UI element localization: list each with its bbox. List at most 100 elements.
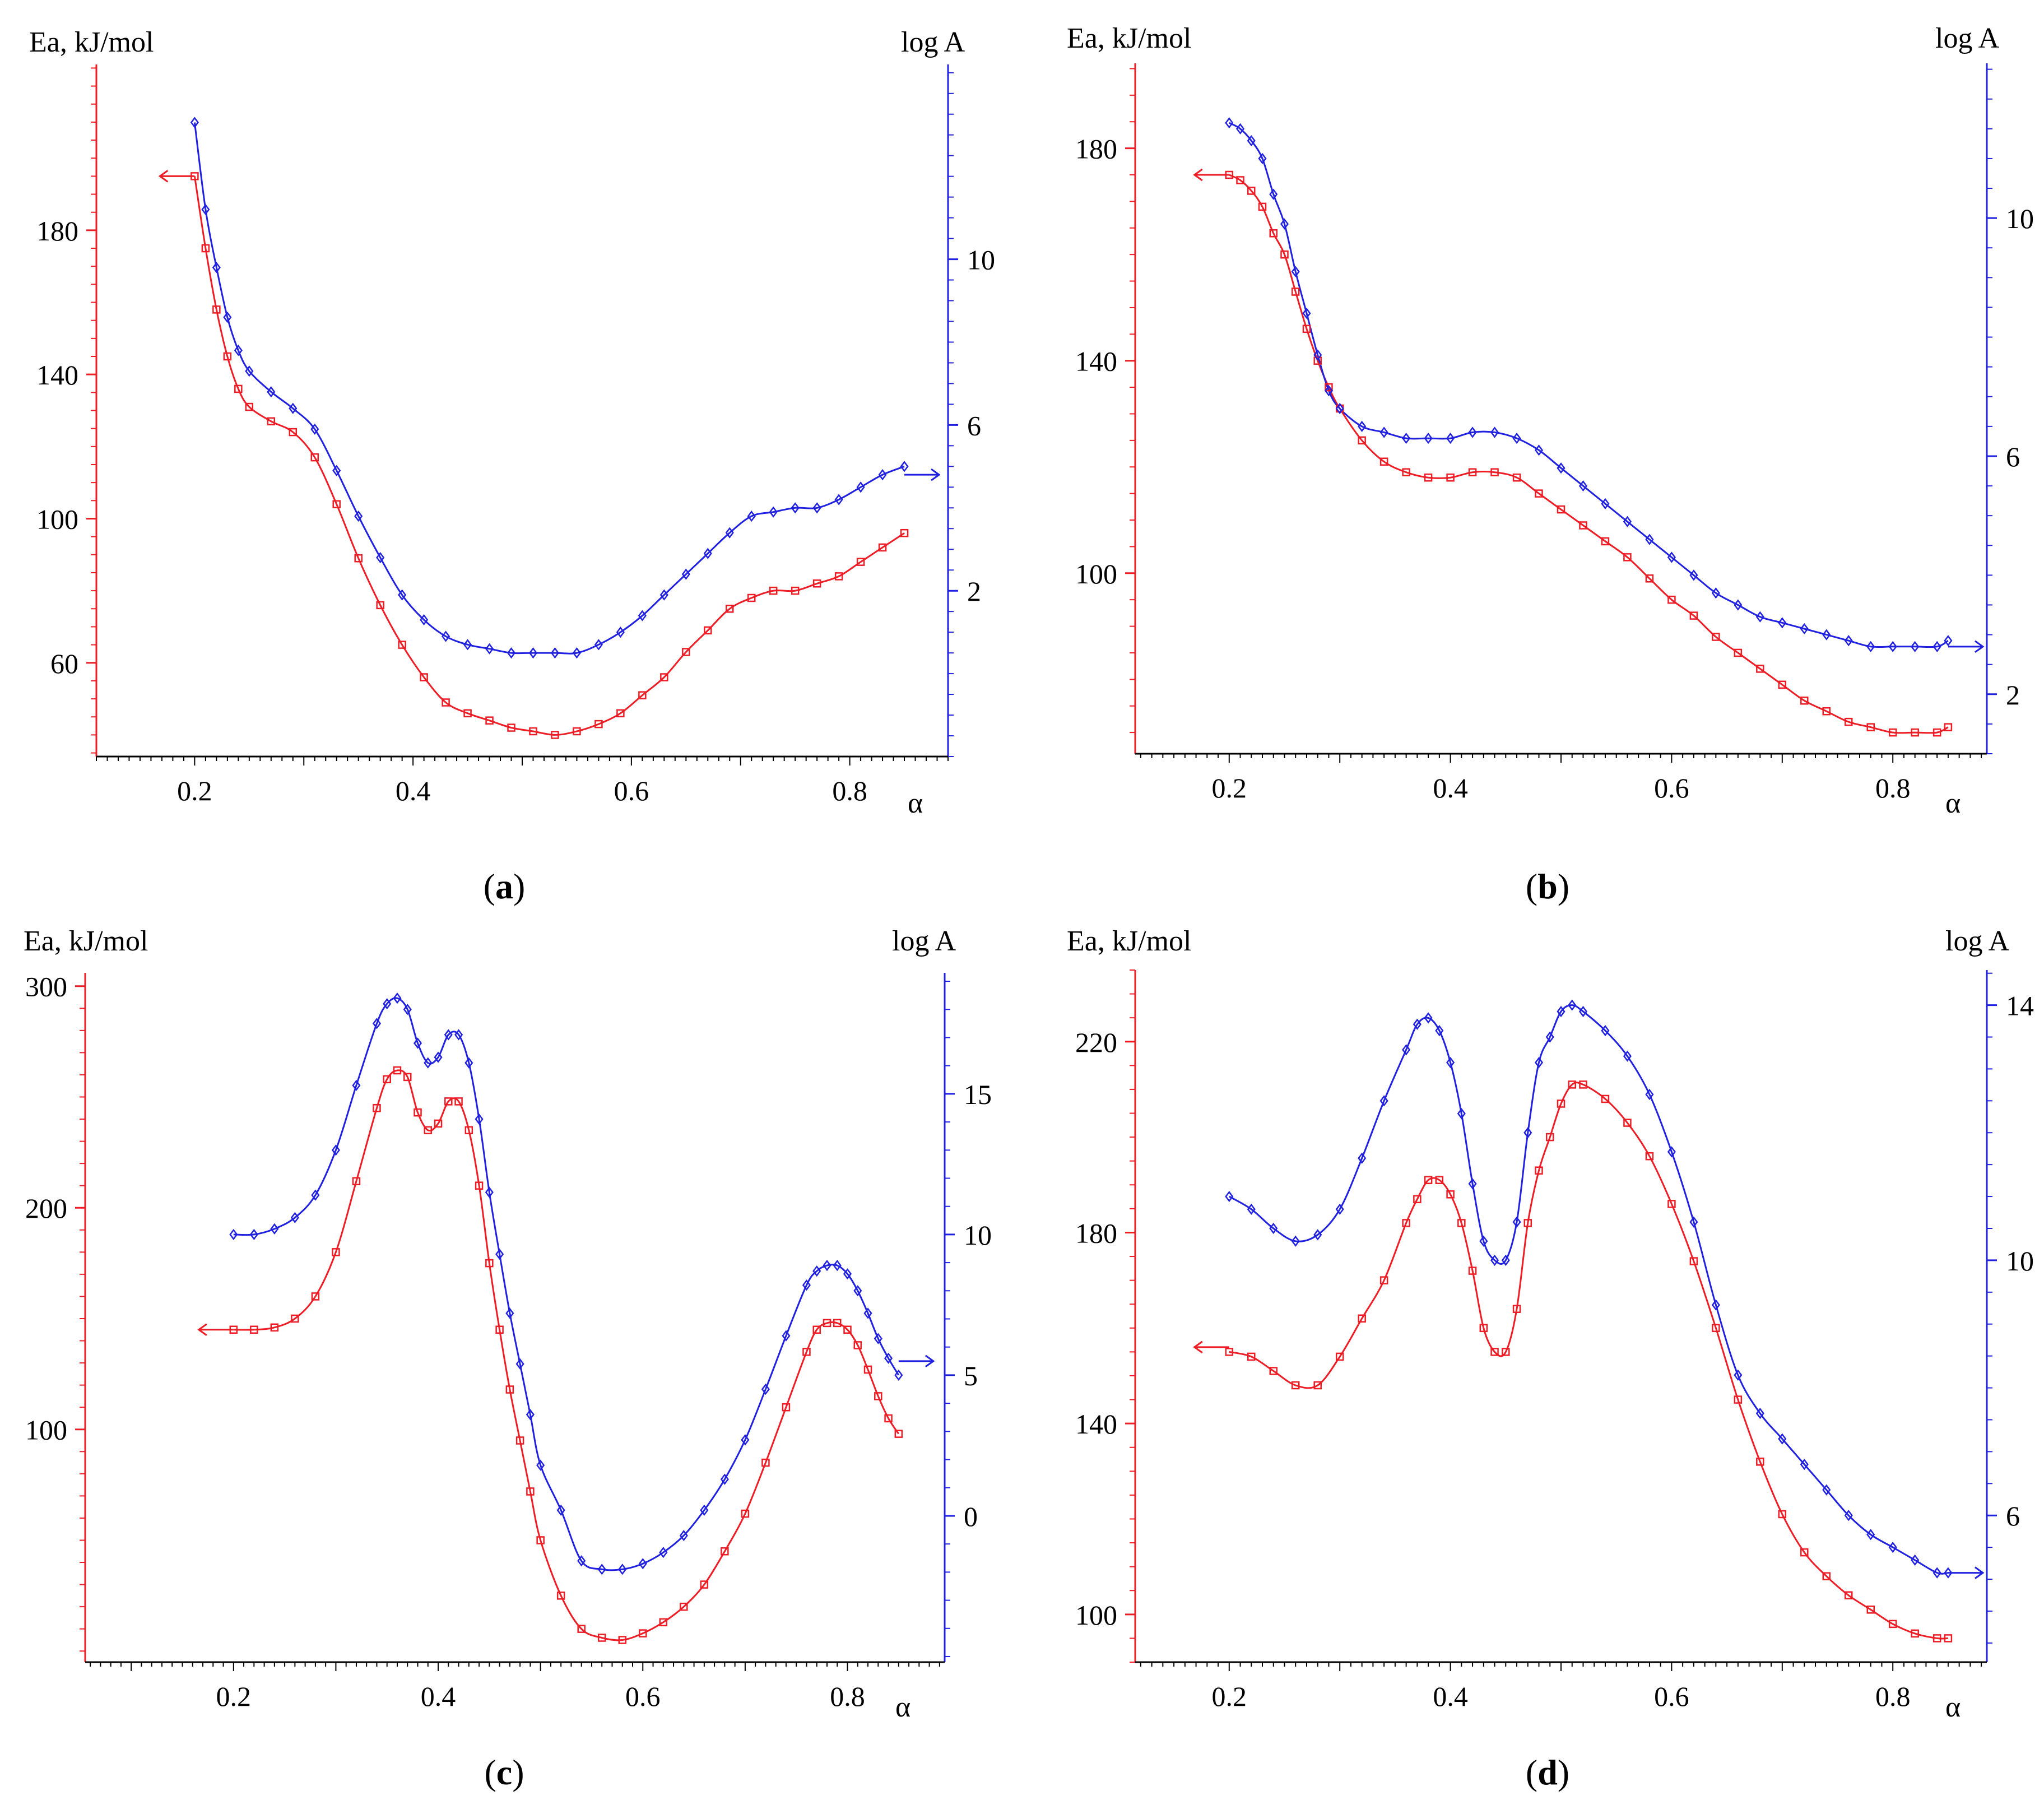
loga-point-a: [223, 312, 232, 323]
y-left-tick-label-c: 300: [25, 971, 67, 1003]
y-right-tick-label-c: 10: [964, 1219, 992, 1251]
x-tick-label-c: 0.8: [830, 1681, 865, 1712]
ea-point-b: [1601, 537, 1610, 546]
ea-point-c: [332, 1248, 340, 1256]
loga-point-c: [290, 1212, 299, 1223]
loga-point-a: [747, 510, 756, 522]
x-tick-label-b: 0.2: [1212, 772, 1247, 804]
ea-point-d: [1888, 1620, 1897, 1629]
ea-point-b: [1302, 324, 1311, 333]
ea-point-b: [1712, 633, 1720, 641]
ea-point-b: [1446, 473, 1455, 482]
ea-point-a: [332, 500, 341, 508]
loga-point-b: [1258, 152, 1267, 165]
loga-point-d: [1545, 1031, 1554, 1043]
loga-point-a: [376, 551, 385, 564]
loga-point-b: [1844, 635, 1853, 647]
loga-point-a: [442, 630, 450, 642]
x-tick-label-d: 0.4: [1433, 1681, 1468, 1712]
y-right-tick-label-c: 0: [964, 1501, 978, 1532]
loga-point-a: [725, 527, 734, 539]
loga-point-a: [812, 502, 821, 514]
loga-point-b: [1711, 587, 1720, 599]
loga-point-a: [234, 345, 243, 356]
ea-point-d: [1557, 1100, 1565, 1108]
ea-arrow-head-d: [1193, 1340, 1203, 1354]
ea-point-c: [700, 1580, 709, 1589]
ea-point-a: [660, 673, 668, 681]
ea-point-c: [526, 1487, 535, 1496]
loga-point-c: [782, 1330, 791, 1342]
ea-point-b: [1778, 680, 1787, 689]
ea-point-d: [1535, 1166, 1543, 1175]
loga-point-c: [270, 1223, 279, 1235]
loga-point-a: [245, 365, 254, 377]
ea-point-b: [1866, 723, 1875, 731]
ea-point-c: [403, 1073, 412, 1082]
ea-point-c: [894, 1430, 903, 1438]
ea-point-b: [1280, 250, 1289, 259]
ea-point-d: [1623, 1119, 1632, 1127]
loga-point-c: [577, 1555, 586, 1567]
ea-point-c: [515, 1436, 524, 1445]
loga-point-d: [1866, 1529, 1875, 1541]
ea-point-b: [1358, 436, 1366, 445]
ea-point-c: [577, 1625, 586, 1633]
caption-b: (b): [1525, 866, 1570, 906]
loga-point-d: [1534, 1056, 1544, 1069]
loga-point-b: [1358, 420, 1367, 432]
loga-point-c: [413, 1037, 422, 1049]
ea-point-d: [1932, 1634, 1941, 1643]
loga-point-c: [597, 1564, 606, 1575]
ea-point-a: [223, 352, 232, 361]
ea-point-b: [1689, 611, 1698, 620]
loga-point-b: [1324, 385, 1334, 397]
loga-point-a: [572, 647, 582, 659]
ea-point-d: [1800, 1548, 1809, 1557]
loga-point-a: [398, 589, 407, 601]
loga-point-d: [1468, 1178, 1477, 1190]
loga-point-c: [464, 1057, 473, 1069]
ea-point-b: [1822, 707, 1831, 716]
loga-point-c: [372, 1018, 382, 1029]
ea-point-a: [573, 727, 581, 736]
ea-point-a: [529, 727, 537, 736]
chart-a: 0.2 0.4 0.6 0.8 60 100 140 180 2 6 10 Ea, kJ/mol l…: [29, 26, 995, 819]
loga-point-a: [201, 203, 210, 215]
loga-point-b: [1291, 266, 1300, 277]
ea-point-a: [791, 586, 800, 595]
y-left-tick-label-a: 140: [36, 359, 78, 391]
ea-point-c: [802, 1348, 811, 1356]
ea-point-c: [485, 1259, 494, 1268]
chart-b: 0.2 0.4 0.6 0.8 100 140 180 2 6 10 Ea, kJ/mol log…: [1067, 22, 2034, 819]
x-tick-label-c: 0.4: [421, 1681, 456, 1712]
ea-point-b: [1313, 356, 1322, 365]
loga-point-d: [1313, 1229, 1322, 1241]
loga-point-d: [1755, 1407, 1764, 1419]
ea-point-d: [1523, 1219, 1532, 1227]
ea-point-a: [856, 558, 865, 566]
y-right-tick-label-d: 14: [2006, 990, 2034, 1022]
loga-point-b: [1667, 551, 1676, 563]
ea-point-b: [1944, 723, 1953, 731]
chart-panel-c: 0.2 0.4 0.6 0.8 100 200 300 0 5 10 15 Ea, kJ/mol l…: [0, 900, 1022, 1800]
ea-point-c: [434, 1119, 443, 1128]
y-left-tick-label-d: 140: [1075, 1408, 1117, 1440]
loga-point-b: [1578, 480, 1588, 492]
loga-point-d: [1413, 1018, 1421, 1030]
loga-fit-line-d: [1229, 1004, 1949, 1575]
loga-point-c: [833, 1260, 842, 1272]
loga-point-b: [1269, 188, 1278, 200]
ea-point-b: [1932, 728, 1941, 737]
ea-point-a: [354, 554, 363, 563]
chart-c: 0.2 0.4 0.6 0.8 100 200 300 0 5 10 15 Ea, kJ/mol l…: [24, 925, 992, 1723]
ea-point-b: [1557, 505, 1565, 514]
ea-point-c: [373, 1104, 381, 1112]
loga-point-b: [1601, 498, 1610, 510]
ea-point-d: [1667, 1200, 1676, 1208]
loga-point-a: [332, 465, 341, 476]
loga-point-b: [1446, 433, 1455, 444]
loga-point-c: [249, 1228, 258, 1240]
loga-point-d: [1379, 1095, 1388, 1107]
ea-point-a: [769, 586, 778, 595]
